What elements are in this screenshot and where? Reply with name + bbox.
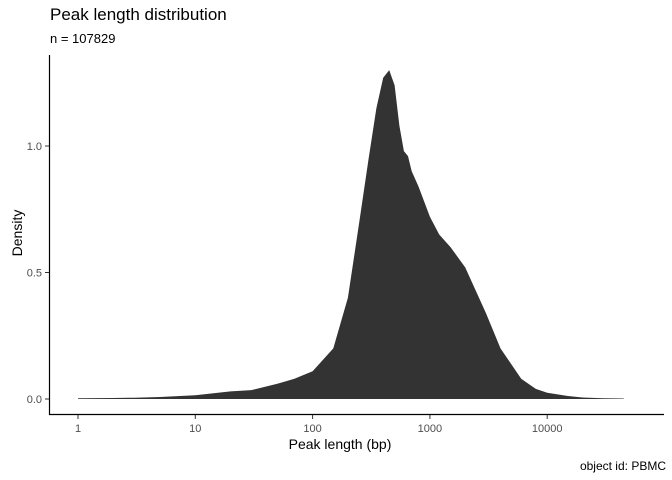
density-area bbox=[78, 70, 624, 399]
y-tick-label: 0.5 bbox=[27, 268, 42, 280]
x-tick-label: 100 bbox=[303, 423, 321, 435]
x-tick-label: 10000 bbox=[532, 423, 563, 435]
y-tick-label: 1.0 bbox=[27, 141, 42, 153]
y-tick-label: 0.0 bbox=[27, 394, 42, 406]
chart-title: Peak length distribution bbox=[50, 5, 227, 24]
x-tick-label: 10 bbox=[189, 423, 201, 435]
x-axis-ticks: 1 10 100 1000 10000 bbox=[75, 415, 563, 435]
y-axis-ticks: 0.0 0.5 1.0 bbox=[27, 141, 49, 406]
chart-subtitle: n = 107829 bbox=[50, 31, 116, 46]
x-axis-label: Peak length (bp) bbox=[288, 436, 392, 452]
y-axis-label: Density bbox=[9, 209, 25, 257]
x-tick-label: 1 bbox=[75, 423, 81, 435]
chart-caption: object id: PBMC bbox=[579, 459, 666, 473]
x-tick-label: 1000 bbox=[418, 423, 442, 435]
